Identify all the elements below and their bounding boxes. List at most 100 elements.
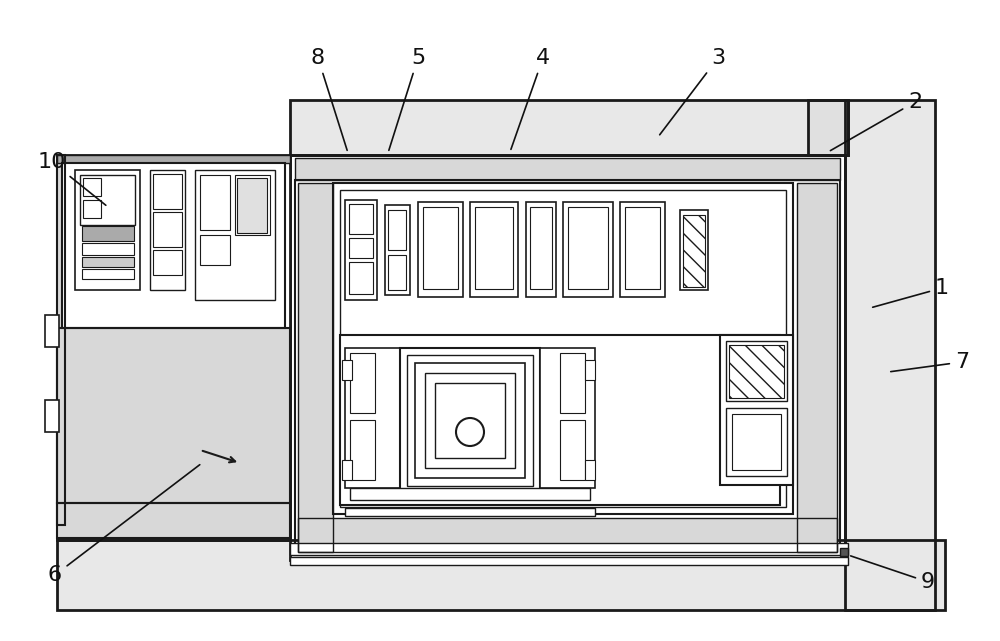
Bar (340, 335, 780, 505)
Bar (530, 207, 552, 289)
Bar (345, 508, 595, 516)
Bar (720, 335, 793, 485)
Bar (342, 460, 352, 480)
Text: 6: 6 (48, 465, 200, 585)
Bar (385, 205, 410, 295)
Bar (333, 326, 793, 511)
Bar (200, 235, 230, 265)
Bar (680, 210, 708, 290)
Bar (295, 180, 840, 555)
Bar (57, 155, 290, 540)
Bar (797, 183, 837, 552)
Bar (400, 348, 540, 493)
Bar (415, 363, 525, 478)
Bar (840, 548, 848, 556)
Bar (349, 238, 373, 258)
Polygon shape (729, 345, 784, 398)
Bar (560, 353, 585, 413)
Bar (726, 341, 787, 401)
Bar (57, 540, 945, 610)
Bar (349, 262, 373, 294)
Bar (407, 355, 533, 486)
Bar (83, 200, 101, 218)
Bar (423, 207, 458, 289)
Bar (726, 408, 787, 476)
Bar (560, 420, 585, 480)
Bar (845, 100, 935, 610)
Bar (290, 100, 848, 155)
Bar (290, 100, 848, 155)
Bar (57, 503, 290, 538)
Bar (342, 360, 352, 380)
Bar (797, 183, 837, 552)
Text: 3: 3 (660, 48, 725, 135)
Bar (625, 207, 660, 289)
Bar (57, 100, 945, 610)
Bar (295, 158, 840, 180)
Bar (808, 100, 848, 155)
Bar (80, 175, 135, 225)
Bar (425, 373, 515, 468)
Text: 5: 5 (389, 48, 425, 151)
Bar (345, 200, 377, 300)
Bar (345, 348, 400, 488)
Bar (75, 170, 140, 290)
Bar (200, 175, 230, 230)
Bar (470, 202, 518, 297)
Bar (845, 100, 935, 610)
Bar (57, 503, 290, 538)
Bar (298, 518, 837, 552)
Bar (298, 183, 333, 552)
Polygon shape (683, 215, 705, 287)
Bar (585, 460, 595, 480)
Text: 9: 9 (851, 556, 935, 592)
Bar (237, 178, 267, 233)
Bar (435, 383, 505, 458)
Bar (153, 174, 182, 209)
Bar (82, 257, 134, 267)
Bar (388, 210, 406, 250)
Bar (290, 557, 848, 565)
Bar (235, 175, 270, 235)
Bar (585, 360, 595, 380)
Bar (349, 204, 373, 234)
Bar (153, 212, 182, 247)
Bar (298, 518, 837, 552)
Bar (475, 207, 513, 289)
Text: 4: 4 (511, 48, 550, 149)
Bar (808, 100, 848, 155)
Bar (57, 540, 945, 610)
Bar (57, 328, 290, 503)
Bar (57, 328, 290, 503)
Bar (526, 202, 556, 297)
Bar (57, 155, 290, 163)
Bar (350, 353, 375, 413)
Bar (333, 183, 793, 514)
Bar (150, 170, 185, 290)
Bar (388, 255, 406, 290)
Bar (563, 202, 613, 297)
Circle shape (456, 418, 484, 446)
Bar (57, 155, 65, 525)
Bar (340, 190, 786, 507)
Bar (25, 88, 975, 623)
Bar (45, 400, 59, 432)
Bar (83, 178, 101, 196)
Bar (195, 170, 275, 300)
Bar (620, 202, 665, 297)
Bar (153, 250, 182, 275)
Bar (568, 207, 608, 289)
Bar (290, 543, 848, 555)
Bar (732, 414, 781, 470)
Text: 10: 10 (38, 152, 106, 205)
Bar (45, 315, 59, 347)
Text: 7: 7 (891, 352, 969, 372)
Bar (350, 420, 375, 480)
Bar (290, 155, 845, 560)
Text: 8: 8 (311, 48, 347, 151)
Bar (295, 158, 840, 180)
Bar (62, 163, 285, 328)
Bar (540, 348, 595, 488)
Bar (298, 183, 333, 552)
Bar (82, 226, 134, 241)
